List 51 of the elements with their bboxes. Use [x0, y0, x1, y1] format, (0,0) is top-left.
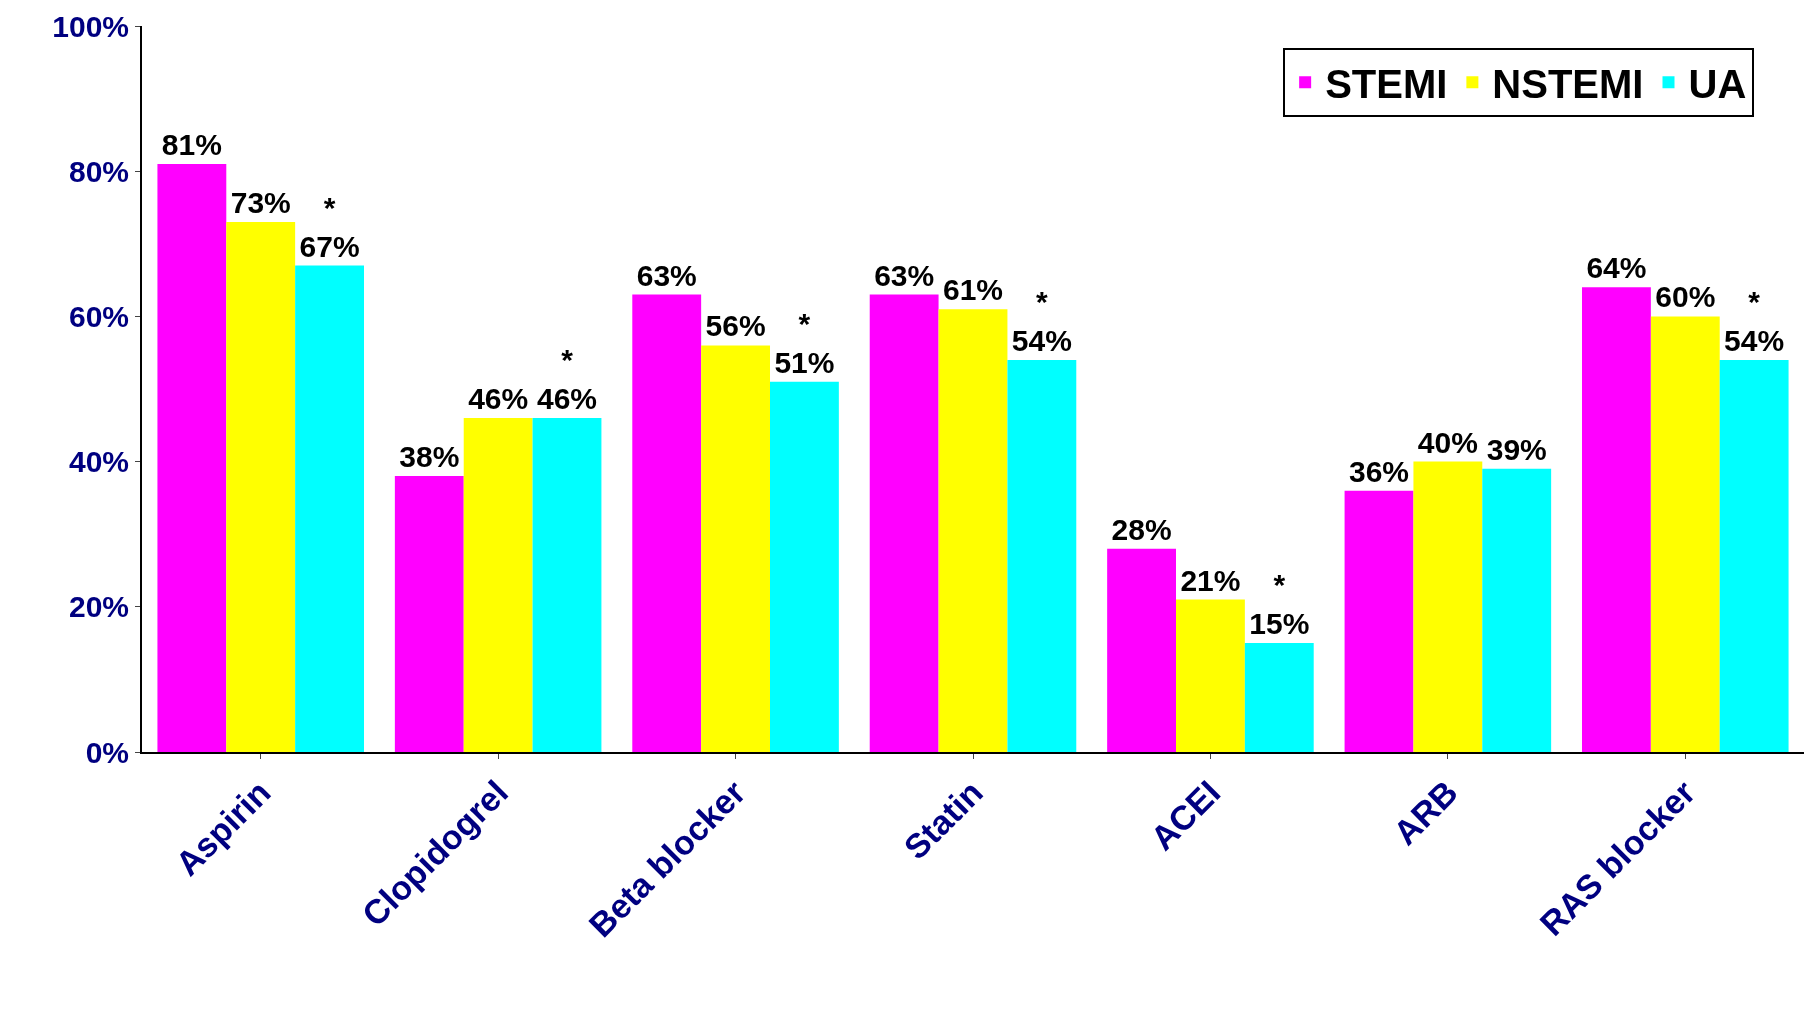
bar [463, 418, 533, 752]
data-label: * 46% [536, 343, 598, 416]
bar [295, 265, 364, 752]
data-label: 36% [1348, 454, 1410, 488]
bar [770, 381, 839, 752]
legend-label: NSTEMI [1492, 61, 1644, 106]
data-label: 39% [1486, 432, 1547, 466]
data-label: * 54% [1724, 284, 1785, 357]
data-label: * 15% [1249, 568, 1310, 641]
bar [1719, 359, 1789, 752]
data-label: 56% [705, 309, 766, 343]
bar [938, 309, 1008, 752]
y-tick-label: 40% [68, 445, 129, 479]
y-tick-label: 20% [68, 590, 129, 624]
bar [632, 294, 702, 752]
data-label: 28% [1111, 512, 1172, 546]
bar [1007, 359, 1077, 752]
data-label: 63% [874, 258, 935, 292]
data-label: 60% [1655, 280, 1716, 314]
bar [1176, 599, 1245, 752]
y-tick-label: 80% [68, 154, 129, 188]
bar [1482, 468, 1552, 752]
bar [532, 418, 602, 752]
bar [394, 476, 464, 752]
data-label: 64% [1586, 251, 1647, 285]
data-label: * 54% [1011, 284, 1072, 357]
bar [869, 294, 939, 752]
y-tick-label: 60% [68, 299, 129, 333]
bar [1413, 461, 1483, 752]
legend-label: STEMI [1325, 61, 1448, 106]
data-label: 63% [636, 258, 697, 292]
bar [1582, 287, 1651, 752]
bar [157, 163, 227, 752]
data-label: 21% [1180, 563, 1241, 597]
data-label: 46% [468, 382, 529, 416]
data-label: 38% [399, 440, 460, 474]
bar [226, 222, 296, 752]
data-label: * 51% [774, 306, 835, 379]
bar [1107, 548, 1176, 752]
bar [1344, 490, 1414, 752]
bar [701, 345, 770, 752]
data-label: 40% [1417, 425, 1478, 459]
data-label: 61% [942, 273, 1004, 307]
data-label: 73% [230, 186, 291, 220]
legend-label: UA [1688, 61, 1747, 106]
y-tick-label: 100% [52, 9, 129, 43]
bar [1244, 643, 1314, 752]
y-tick-label: 0% [85, 735, 129, 769]
data-label: 81% [161, 127, 222, 161]
bar [1650, 316, 1720, 752]
data-label: * 67% [299, 190, 360, 263]
